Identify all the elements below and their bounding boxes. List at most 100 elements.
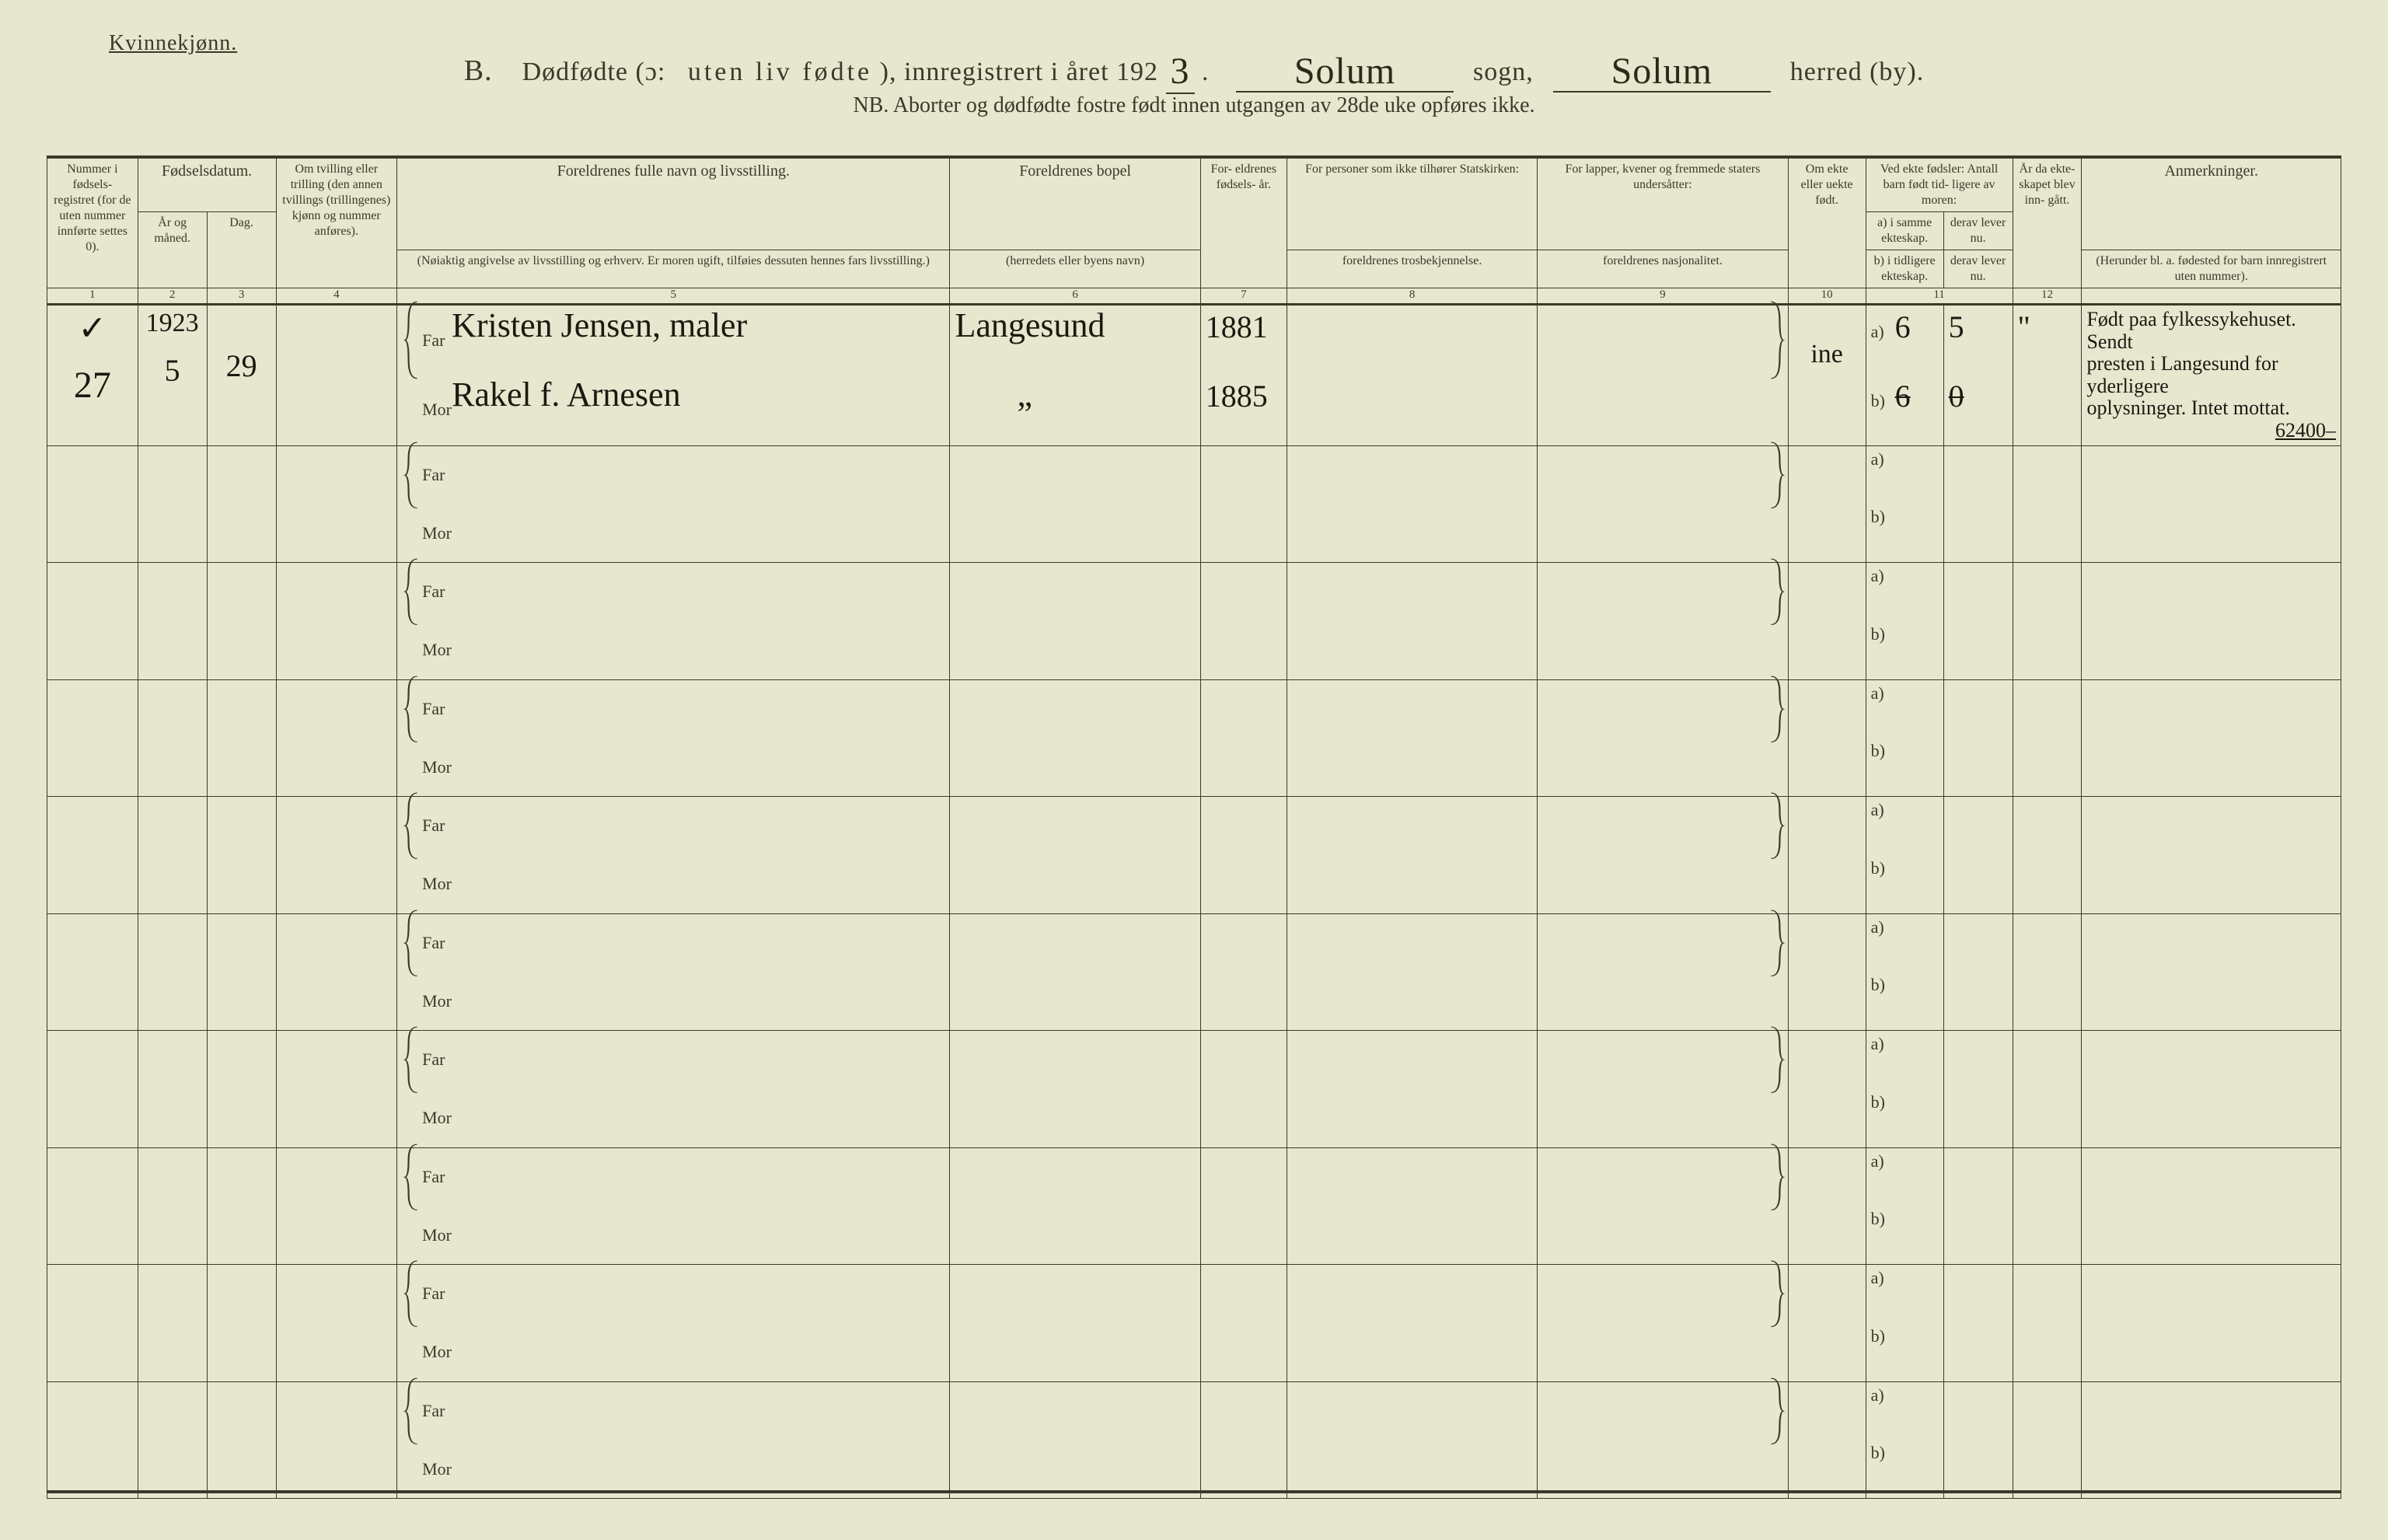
blank-cell bbox=[1287, 1440, 1537, 1498]
col-9-header-top: For lapper, kvener og fremmede staters u… bbox=[1538, 159, 1788, 250]
entry-mor-bopel-cell: „ bbox=[950, 375, 1200, 445]
entry-b-lever-cell: 0 bbox=[1943, 375, 2013, 445]
blank-far-cell: Far bbox=[397, 563, 950, 621]
entry-b-same: 6 bbox=[1895, 379, 1911, 414]
blank-cell bbox=[1538, 1265, 1788, 1323]
far-label: Far bbox=[422, 815, 445, 836]
blank-cell bbox=[1788, 1031, 1866, 1147]
col-10-header: Om ekte eller uekte født. bbox=[1788, 159, 1866, 288]
blank-cell bbox=[2013, 1206, 2082, 1264]
col-7-header: For- eldrenes fødsels- år. bbox=[1200, 159, 1287, 288]
blank-cell bbox=[276, 1265, 397, 1381]
entry-a-lever-cell: 5 bbox=[1943, 305, 2013, 375]
blank-a-cell: a) bbox=[1866, 1265, 1943, 1323]
blank-cell bbox=[138, 1265, 207, 1381]
colnum: 12 bbox=[2013, 288, 2082, 305]
entry-b-lever: 0 bbox=[1949, 379, 1964, 414]
blank-cell bbox=[1200, 972, 1287, 1030]
colnum: 7 bbox=[1200, 288, 1287, 305]
entry-mor-tros-cell bbox=[1287, 375, 1537, 445]
blank-cell bbox=[1287, 972, 1537, 1030]
blank-cell bbox=[950, 1381, 1200, 1440]
blank-cell bbox=[47, 445, 138, 562]
title-line: B. Dødfødte (ɔ: uten liv fødte ), innreg… bbox=[0, 47, 2388, 93]
blank-cell bbox=[1200, 1147, 1287, 1206]
mor-label: Mor bbox=[422, 640, 452, 660]
entry-mor-year-cell: 1885 bbox=[1200, 375, 1287, 445]
entry-mor-name: Rakel f. Arnesen bbox=[452, 375, 680, 414]
colnum: 4 bbox=[276, 288, 397, 305]
blank-cell bbox=[950, 1323, 1200, 1381]
blank-far-cell: Far bbox=[397, 797, 950, 855]
brace-right-icon bbox=[1768, 442, 1785, 509]
row-separator bbox=[47, 1498, 2341, 1499]
entry-far-year-cell: 1881 bbox=[1200, 305, 1287, 375]
blank-cell bbox=[47, 563, 138, 679]
table-head: Nummer i fødsels- registret (for de uten… bbox=[47, 159, 2341, 305]
col-2a-header: År og måned. bbox=[138, 212, 207, 288]
blank-cell bbox=[2013, 855, 2082, 913]
col-6-header-sub: (herredets eller byens navn) bbox=[950, 250, 1200, 288]
table-row: Fara) bbox=[47, 913, 2341, 972]
far-label: Far bbox=[422, 1167, 445, 1187]
blank-cell bbox=[1200, 1323, 1287, 1381]
blank-cell bbox=[138, 1381, 207, 1498]
herred-value: Solum bbox=[1611, 51, 1712, 92]
blank-cell bbox=[1788, 1381, 1866, 1498]
blank-mor-cell: Mor bbox=[397, 1440, 950, 1498]
blank-cell bbox=[950, 563, 1200, 621]
blank-cell bbox=[1538, 445, 1788, 504]
blank-cell bbox=[1943, 504, 2013, 562]
blank-cell bbox=[138, 679, 207, 796]
blank-cell bbox=[2013, 1147, 2082, 1206]
blank-cell bbox=[47, 1147, 138, 1264]
blank-cell bbox=[1788, 563, 1866, 679]
blank-cell bbox=[1538, 621, 1788, 679]
blank-cell bbox=[1943, 855, 2013, 913]
entry-year: 1923 bbox=[143, 309, 202, 338]
b-label: b) bbox=[1871, 741, 1891, 761]
blank-b-cell: b) bbox=[1866, 621, 1943, 679]
blank-cell bbox=[138, 1031, 207, 1147]
anm-line1: Født paa fylkessykehuset. Sendt bbox=[2086, 309, 2336, 353]
blank-mor-cell: Mor bbox=[397, 1323, 950, 1381]
blank-cell bbox=[950, 972, 1200, 1030]
blank-cell bbox=[1538, 738, 1788, 796]
col-4-header: Om tvilling eller trilling (den annen tv… bbox=[276, 159, 397, 288]
blank-cell bbox=[2082, 913, 2341, 1030]
blank-cell bbox=[2013, 679, 2082, 738]
blank-cell bbox=[2013, 1265, 2082, 1323]
entry-far-name: Kristen Jensen, maler bbox=[452, 306, 747, 344]
blank-cell bbox=[276, 797, 397, 913]
b-label: b) bbox=[1871, 975, 1891, 995]
col-1-header: Nummer i fødsels- registret (for de uten… bbox=[47, 159, 138, 288]
colnum: 2 bbox=[138, 288, 207, 305]
blank-b-cell: b) bbox=[1866, 1440, 1943, 1498]
blank-cell bbox=[2082, 1031, 2341, 1147]
blank-far-cell: Far bbox=[397, 1265, 950, 1323]
entry-mor-name-cell: Mor Rakel f. Arnesen bbox=[397, 375, 950, 445]
blank-cell bbox=[1200, 855, 1287, 913]
title-spaced: uten liv fødte bbox=[688, 58, 872, 87]
blank-cell bbox=[47, 1031, 138, 1147]
blank-cell bbox=[207, 1031, 276, 1147]
b-label: b) bbox=[1871, 1443, 1891, 1463]
blank-cell bbox=[1943, 797, 2013, 855]
a-label: a) bbox=[1871, 800, 1891, 820]
entry-mor-nasj-cell bbox=[1538, 375, 1788, 445]
entry-month: 5 bbox=[143, 352, 202, 389]
col-8-header-top: For personer som ikke tilhører Statskirk… bbox=[1287, 159, 1537, 250]
a-label: a) bbox=[1871, 1268, 1891, 1288]
blank-cell bbox=[2013, 1323, 2082, 1381]
blank-cell bbox=[1943, 1440, 2013, 1498]
blank-a-cell: a) bbox=[1866, 445, 1943, 504]
blank-cell bbox=[2013, 504, 2082, 562]
entry-year-married: " bbox=[2018, 309, 2030, 344]
blank-cell bbox=[950, 1440, 1200, 1498]
herred-label: herred (by). bbox=[1790, 58, 1924, 87]
blank-cell bbox=[1538, 1440, 1788, 1498]
entry-far-bopel-cell: Langesund bbox=[950, 305, 1200, 375]
far-label: Far bbox=[422, 581, 445, 602]
blank-b-cell: b) bbox=[1866, 855, 1943, 913]
mor-label: Mor bbox=[422, 874, 452, 894]
